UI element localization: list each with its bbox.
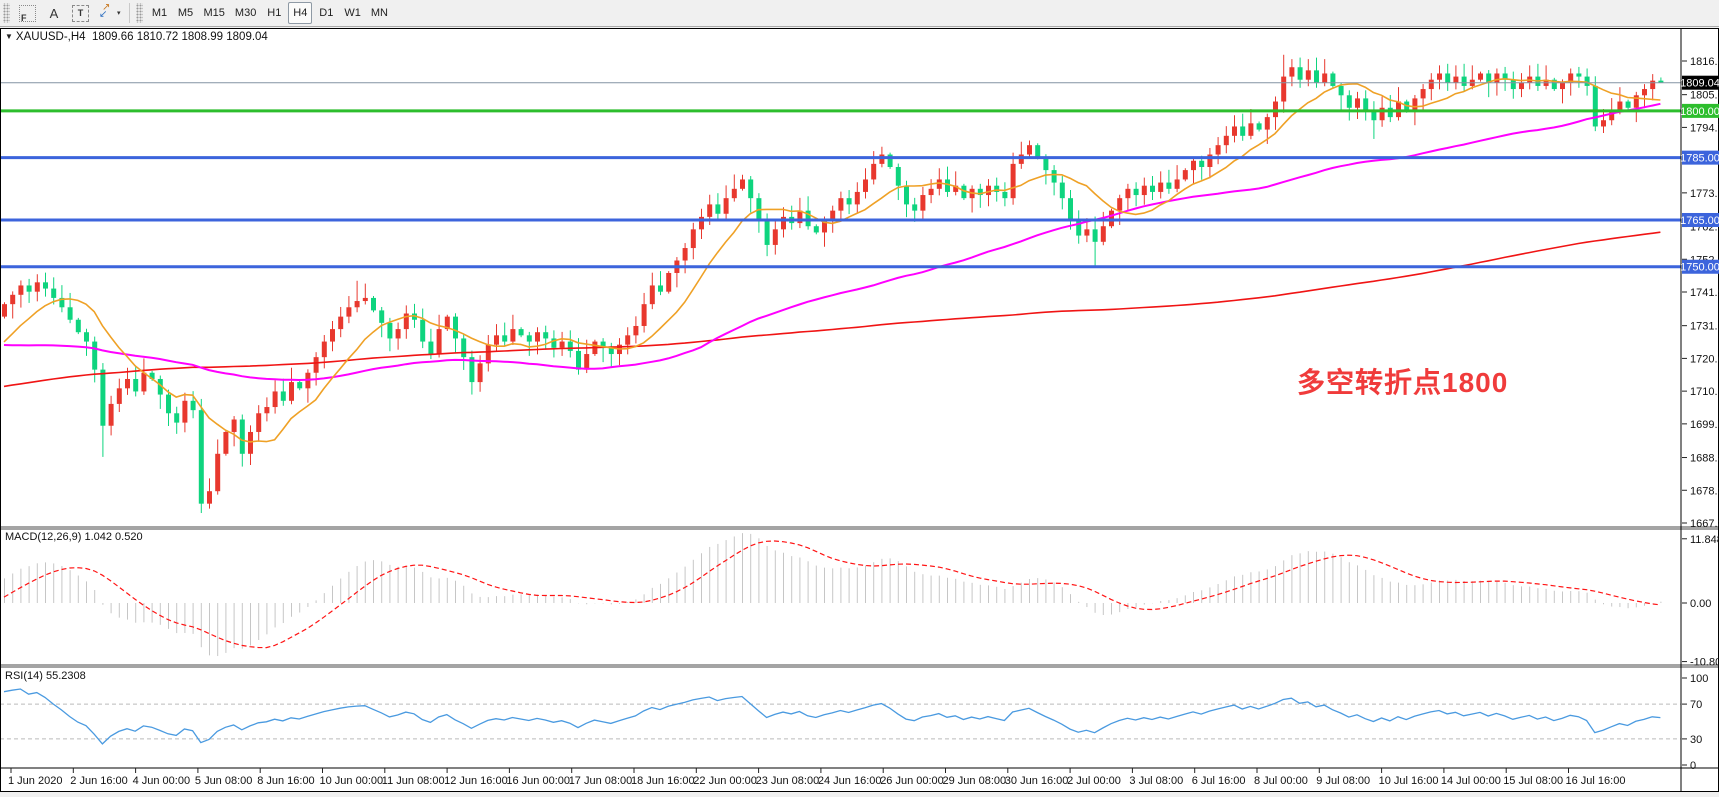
price-tick-label: 1805.20 (1690, 90, 1719, 102)
toolbar-drag-handle[interactable] (3, 3, 10, 23)
indicator-scales[interactable]: 11.848 0.00 -10.808 100 70 30 0 (1682, 534, 1719, 772)
price-tick-label: 1731.10 (1690, 321, 1719, 333)
arrow-objects-button[interactable]: ↗ ↙ ▾ (95, 2, 125, 24)
price-badge (1682, 259, 1719, 274)
price-tick-label: 1816.00 (1690, 56, 1719, 68)
time-tick-label: 8 Jun 16:00 (257, 775, 315, 787)
price-badge (1682, 212, 1719, 227)
ma-fast-line (3, 77, 1661, 443)
timeframe-button-h1[interactable]: H1 (262, 2, 286, 24)
time-tick-label: 9 Jul 08:00 (1316, 775, 1370, 787)
rsi-tick-label: 70 (1690, 699, 1702, 711)
time-tick-label: 30 Jun 16:00 (1005, 775, 1069, 787)
rsi-line (3, 688, 1661, 745)
time-tick-label: 16 Jun 00:00 (506, 775, 570, 787)
price-scale[interactable]: 1816.001805.201794.701784.201773.701762.… (1680, 56, 1719, 530)
time-tick-label: 18 Jun 16:00 (631, 775, 695, 787)
time-tick-label: 10 Jul 16:00 (1379, 775, 1439, 787)
macd-indicator-label: MACD(12,26,9) 1.042 0.520 (5, 531, 143, 543)
macd-tick-label: -10.808 (1690, 657, 1719, 669)
time-tick-label: 6 Jul 16:00 (1192, 775, 1246, 787)
price-tick-label: 1699.60 (1690, 419, 1719, 431)
time-tick-label: 23 Jun 08:00 (756, 775, 820, 787)
time-scale[interactable]: 1 Jun 2020 2 Jun 16:00 4 Jun 00:00 5 Jun 08… (8, 768, 1625, 787)
timeframe-button-m5[interactable]: M5 (174, 2, 198, 24)
timeframe-toolbar: M1 M5 M15 M30 H1 H4 D1 W1 MN (147, 2, 393, 24)
macd-tick-label: 0.00 (1690, 598, 1711, 610)
draw-text-button[interactable]: A (42, 2, 66, 24)
time-tick-label: 2 Jul 00:00 (1067, 775, 1121, 787)
time-tick-label: 26 Jun 00:00 (880, 775, 944, 787)
time-tick-label: 4 Jun 00:00 (133, 775, 191, 787)
time-tick-label: 17 Jun 08:00 (569, 775, 633, 787)
chart-canvas[interactable]: 1816.001805.201794.701784.201773.701762.… (0, 28, 1719, 792)
arrows-icon: ↗ ↙ (99, 1, 111, 20)
ma-mid-line (3, 102, 1661, 382)
time-tick-label: 1 Jun 2020 (8, 775, 62, 787)
toolbar-separator (128, 3, 130, 23)
macd-histogram (4, 533, 1662, 657)
price-tick-label: 1794.70 (1690, 122, 1719, 134)
rsi-tick-label: 0 (1690, 760, 1696, 772)
time-tick-label: 15 Jul 08:00 (1503, 775, 1563, 787)
rsi-indicator-label: RSI(14) 55.2308 (5, 670, 86, 682)
horizontal-lines-layer (0, 82, 1681, 269)
time-tick-label: 8 Jul 00:00 (1254, 775, 1308, 787)
time-tick-label: 11 Jun 08:00 (382, 775, 445, 787)
timeframe-button-m1[interactable]: M1 (148, 2, 172, 24)
fibonacci-icon: F (19, 4, 36, 23)
top-toolbar: F A T ↗ ↙ ▾ M1 M5 M15 M30 H1 H4 D1 W1 MN (0, 0, 1719, 27)
price-badge-label: 1809.04 (1680, 78, 1719, 90)
ma-slow-line (3, 231, 1661, 388)
chart-annotation: 多空转折点1800 (1297, 367, 1509, 398)
label-icon: T (72, 4, 89, 22)
timeframe-button-h4[interactable]: H4 (288, 2, 313, 24)
price-tick-label: 1710.10 (1690, 386, 1719, 398)
candlestick-layer (2, 54, 1664, 514)
timeframe-button-w1[interactable]: W1 (340, 2, 365, 24)
time-tick-label: 5 Jun 08:00 (195, 775, 253, 787)
price-badge-label: 1800.00 (1680, 106, 1719, 118)
price-badge (1682, 150, 1719, 165)
price-tick-label: 1741.90 (1690, 287, 1719, 299)
timeframe-toolbar-drag-handle[interactable] (135, 3, 143, 23)
time-tick-label: 24 Jun 16:00 (818, 775, 882, 787)
chevron-down-icon[interactable]: ▾ (117, 10, 121, 17)
price-badge (1682, 103, 1719, 118)
time-tick-label: 14 Jul 00:00 (1441, 775, 1501, 787)
timeframe-button-m30[interactable]: M30 (231, 2, 260, 24)
rsi-tick-label: 100 (1690, 673, 1708, 685)
macd-tick-label: 11.848 (1690, 534, 1719, 546)
chart-window[interactable]: 1816.001805.201794.701784.201773.701762.… (0, 28, 1719, 792)
ohlc-readout: 1809.66 1810.72 1808.99 1809.04 (91, 31, 268, 43)
time-tick-label: 12 Jun 16:00 (444, 775, 508, 787)
price-tick-label: 1688.80 (1690, 453, 1719, 465)
price-badge-label: 1765.00 (1680, 215, 1719, 227)
time-tick-label: 29 Jun 08:00 (943, 775, 1007, 787)
timeframe-button-mn[interactable]: MN (367, 2, 392, 24)
price-badge-label: 1785.00 (1680, 153, 1719, 165)
symbol-dropdown-icon[interactable]: ▼ (5, 32, 13, 41)
timeframe-button-d1[interactable]: D1 (314, 2, 338, 24)
price-tick-label: 1678.30 (1690, 485, 1719, 497)
text-icon: A (49, 5, 59, 21)
price-tick-label: 1720.60 (1690, 353, 1719, 365)
symbol-title: ▼ XAUUSD-,H4 1809.66 1810.72 1808.99 1809… (5, 31, 268, 43)
time-tick-label: 10 Jun 00:00 (320, 775, 384, 787)
time-tick-label: 16 Jul 16:00 (1566, 775, 1626, 787)
price-tick-label: 1773.70 (1690, 188, 1719, 200)
timeframe-button-m15[interactable]: M15 (200, 2, 229, 24)
price-badge (1682, 75, 1719, 90)
time-tick-label: 2 Jun 16:00 (70, 775, 128, 787)
price-tick-label: 1667.80 (1690, 518, 1719, 530)
rsi-tick-label: 30 (1690, 734, 1702, 746)
symbol-label: XAUUSD-,H4 (15, 31, 86, 43)
text-label-button[interactable]: T (68, 2, 93, 24)
price-badge-label: 1750.00 (1680, 262, 1719, 274)
fibonacci-tool-button[interactable]: F (15, 2, 40, 24)
time-tick-label: 3 Jul 08:00 (1129, 775, 1183, 787)
time-tick-label: 22 Jun 00:00 (693, 775, 757, 787)
